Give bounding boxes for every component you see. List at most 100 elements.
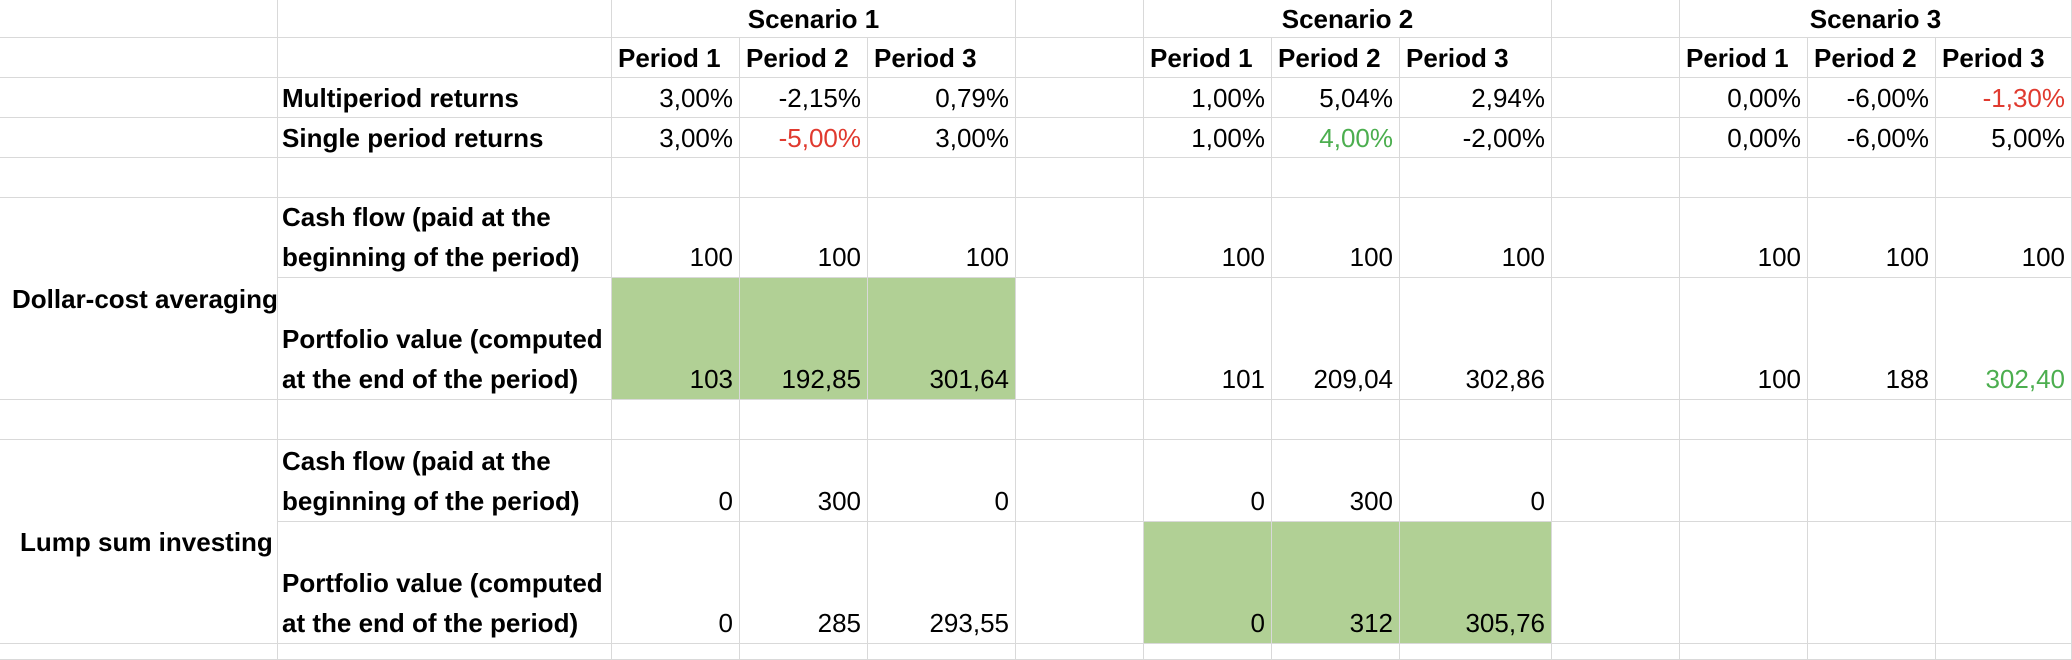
cell-empty[interactable]: [1808, 158, 1936, 198]
s1-dca-value-p2[interactable]: 192,85: [740, 278, 868, 400]
cell-empty[interactable]: [278, 644, 612, 660]
s2-lump-cash-p3[interactable]: 0: [1400, 440, 1552, 522]
cell-empty[interactable]: [1680, 644, 1808, 660]
cell-empty[interactable]: [868, 400, 1016, 440]
cell-empty[interactable]: [1680, 158, 1808, 198]
s1-dca-value-p3[interactable]: 301,64: [868, 278, 1016, 400]
s3-dca-value-p1[interactable]: 100: [1680, 278, 1808, 400]
cell-empty[interactable]: [1552, 198, 1680, 278]
s1-multiperiod-p1[interactable]: 3,00%: [612, 78, 740, 118]
s1-lump-value-p2[interactable]: 285: [740, 522, 868, 644]
s3-dca-cash-p1[interactable]: 100: [1680, 198, 1808, 278]
scenario-1-header[interactable]: Scenario 1: [612, 0, 1016, 38]
cell-empty[interactable]: [1016, 198, 1144, 278]
cell-empty[interactable]: [1808, 522, 1936, 644]
cell-empty[interactable]: [1552, 38, 1680, 78]
cell-empty[interactable]: [1272, 644, 1400, 660]
s2-multiperiod-p2[interactable]: 5,04%: [1272, 78, 1400, 118]
s1-lump-cash-p1[interactable]: 0: [612, 440, 740, 522]
s1-period-3-header[interactable]: Period 3: [868, 38, 1016, 78]
s1-period-2-header[interactable]: Period 2: [740, 38, 868, 78]
s2-lump-cash-p2[interactable]: 300: [1272, 440, 1400, 522]
cell-empty[interactable]: [1552, 78, 1680, 118]
s2-period-1-header[interactable]: Period 1: [1144, 38, 1272, 78]
cell-empty[interactable]: [1680, 400, 1808, 440]
s2-dca-value-p3[interactable]: 302,86: [1400, 278, 1552, 400]
cell-empty[interactable]: [1808, 440, 1936, 522]
s1-dca-value-p1[interactable]: 103: [612, 278, 740, 400]
cell-empty[interactable]: [1808, 400, 1936, 440]
cell-empty[interactable]: [1016, 644, 1144, 660]
s3-single-p1[interactable]: 0,00%: [1680, 118, 1808, 158]
cell-empty[interactable]: [1552, 278, 1680, 400]
s3-period-2-header[interactable]: Period 2: [1808, 38, 1936, 78]
s1-period-1-header[interactable]: Period 1: [612, 38, 740, 78]
cell-empty[interactable]: [1936, 522, 2072, 644]
cell-empty[interactable]: [612, 400, 740, 440]
cell-empty[interactable]: [1552, 440, 1680, 522]
cell-empty[interactable]: [278, 0, 612, 38]
cell-empty[interactable]: [1808, 644, 1936, 660]
cell-empty[interactable]: [1936, 400, 2072, 440]
s2-dca-cash-p1[interactable]: 100: [1144, 198, 1272, 278]
cell-empty[interactable]: [1552, 158, 1680, 198]
dollar-cost-averaging-label[interactable]: Dollar-cost averaging: [0, 198, 278, 400]
s3-multiperiod-p1[interactable]: 0,00%: [1680, 78, 1808, 118]
cell-empty[interactable]: [1016, 78, 1144, 118]
s2-lump-value-p3[interactable]: 305,76: [1400, 522, 1552, 644]
s1-dca-cash-p2[interactable]: 100: [740, 198, 868, 278]
cell-empty[interactable]: [1552, 400, 1680, 440]
cell-empty[interactable]: [1400, 158, 1552, 198]
cell-empty[interactable]: [740, 158, 868, 198]
lump-cash-flow-label[interactable]: Cash flow (paid at the beginning of the …: [278, 440, 612, 522]
scenario-3-header[interactable]: Scenario 3: [1680, 0, 2072, 38]
s3-period-3-header[interactable]: Period 3: [1936, 38, 2072, 78]
s2-multiperiod-p3[interactable]: 2,94%: [1400, 78, 1552, 118]
s2-dca-value-p2[interactable]: 209,04: [1272, 278, 1400, 400]
s1-dca-cash-p1[interactable]: 100: [612, 198, 740, 278]
cell-empty[interactable]: [1016, 158, 1144, 198]
cell-empty[interactable]: [868, 158, 1016, 198]
cell-empty[interactable]: [0, 400, 278, 440]
cell-empty[interactable]: [1552, 522, 1680, 644]
cell-empty[interactable]: [278, 158, 612, 198]
cell-empty[interactable]: [0, 158, 278, 198]
s3-dca-cash-p2[interactable]: 100: [1808, 198, 1936, 278]
cell-empty[interactable]: [1016, 522, 1144, 644]
cell-empty[interactable]: [1144, 644, 1272, 660]
cell-empty[interactable]: [278, 38, 612, 78]
s2-lump-cash-p1[interactable]: 0: [1144, 440, 1272, 522]
s2-lump-value-p1[interactable]: 0: [1144, 522, 1272, 644]
cell-empty[interactable]: [1016, 38, 1144, 78]
s2-single-p3[interactable]: -2,00%: [1400, 118, 1552, 158]
cell-empty[interactable]: [1552, 118, 1680, 158]
cell-empty[interactable]: [612, 158, 740, 198]
s3-single-p3[interactable]: 5,00%: [1936, 118, 2072, 158]
s1-multiperiod-p3[interactable]: 0,79%: [868, 78, 1016, 118]
s2-dca-cash-p3[interactable]: 100: [1400, 198, 1552, 278]
cell-empty[interactable]: [0, 78, 278, 118]
dca-portfolio-value-label[interactable]: Portfolio value (computed at the end of …: [278, 278, 612, 400]
cell-empty[interactable]: [1016, 278, 1144, 400]
s1-single-p1[interactable]: 3,00%: [612, 118, 740, 158]
multiperiod-returns-label[interactable]: Multiperiod returns: [278, 78, 612, 118]
cell-empty[interactable]: [868, 644, 1016, 660]
s1-lump-cash-p3[interactable]: 0: [868, 440, 1016, 522]
lump-sum-investing-label[interactable]: Lump sum investing: [0, 440, 278, 644]
lump-portfolio-value-label[interactable]: Portfolio value (computed at the end of …: [278, 522, 612, 644]
s1-single-p2[interactable]: -5,00%: [740, 118, 868, 158]
s3-dca-value-p2[interactable]: 188: [1808, 278, 1936, 400]
s2-dca-value-p1[interactable]: 101: [1144, 278, 1272, 400]
cell-empty[interactable]: [0, 0, 278, 38]
cell-empty[interactable]: [1272, 400, 1400, 440]
cell-empty[interactable]: [0, 38, 278, 78]
s2-single-p2[interactable]: 4,00%: [1272, 118, 1400, 158]
s3-dca-cash-p3[interactable]: 100: [1936, 198, 2072, 278]
s1-lump-value-p3[interactable]: 293,55: [868, 522, 1016, 644]
cell-empty[interactable]: [1936, 644, 2072, 660]
s1-lump-cash-p2[interactable]: 300: [740, 440, 868, 522]
cell-empty[interactable]: [1016, 0, 1144, 38]
cell-empty[interactable]: [1680, 522, 1808, 644]
s2-multiperiod-p1[interactable]: 1,00%: [1144, 78, 1272, 118]
cell-empty[interactable]: [1272, 158, 1400, 198]
